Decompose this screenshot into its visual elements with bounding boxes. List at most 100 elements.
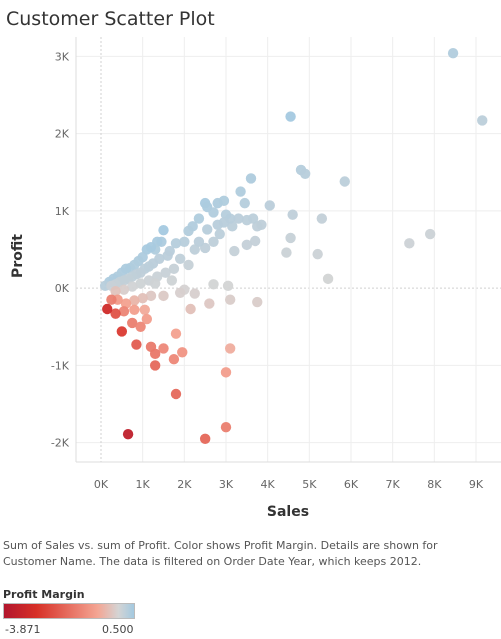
data-point[interactable] bbox=[199, 433, 211, 445]
data-point[interactable] bbox=[149, 360, 161, 371]
data-point[interactable] bbox=[135, 321, 146, 332]
data-point[interactable] bbox=[149, 348, 161, 360]
data-point[interactable] bbox=[285, 111, 296, 122]
data-point[interactable] bbox=[193, 213, 205, 224]
data-point[interactable] bbox=[281, 247, 292, 258]
data-point[interactable] bbox=[110, 308, 121, 319]
data-point[interactable] bbox=[252, 221, 263, 232]
data-point[interactable] bbox=[170, 238, 182, 249]
data-point[interactable] bbox=[229, 245, 240, 257]
data-point[interactable] bbox=[241, 239, 253, 251]
x-tick-label: 2K bbox=[177, 478, 192, 491]
data-point[interactable] bbox=[193, 236, 205, 247]
x-tick-label: 3K bbox=[219, 478, 234, 491]
data-point[interactable] bbox=[204, 298, 215, 309]
data-point[interactable] bbox=[118, 284, 130, 295]
data-point[interactable] bbox=[264, 200, 275, 211]
y-tick-label: -2K bbox=[51, 437, 70, 450]
data-point[interactable] bbox=[189, 288, 200, 299]
data-point[interactable] bbox=[239, 197, 250, 209]
data-point[interactable] bbox=[185, 303, 196, 315]
x-tick-label: 1K bbox=[136, 478, 151, 491]
data-point[interactable] bbox=[224, 343, 236, 354]
data-point[interactable] bbox=[285, 232, 296, 244]
data-point[interactable] bbox=[129, 295, 140, 306]
data-point[interactable] bbox=[106, 294, 117, 305]
data-point[interactable] bbox=[208, 279, 219, 290]
data-point[interactable] bbox=[183, 225, 194, 237]
data-point[interactable] bbox=[252, 296, 263, 308]
color-legend-bar bbox=[3, 603, 135, 619]
data-point[interactable] bbox=[177, 347, 188, 358]
data-point[interactable] bbox=[214, 228, 225, 240]
scatter-plot: -2K -1K 0K 1K 2K 3K 0K 1K 2K 3K 4K 5K 6K 7K 8K 9K Sales… bbox=[10, 37, 501, 520]
data-point[interactable] bbox=[233, 213, 244, 224]
y-tick-label: 3K bbox=[55, 50, 70, 63]
data-point[interactable] bbox=[287, 209, 298, 220]
axes: -2K -1K 0K 1K 2K 3K 0K 1K 2K 3K 4K 5K 6K 7K 8K 9K bbox=[51, 37, 501, 491]
data-point[interactable] bbox=[141, 313, 153, 325]
data-point[interactable] bbox=[220, 367, 232, 378]
chart-title: Customer Scatter Plot bbox=[6, 8, 215, 30]
x-tick-label: 5K bbox=[302, 478, 317, 491]
data-point[interactable] bbox=[141, 244, 153, 255]
legend-title: Profit Margin bbox=[3, 588, 85, 601]
data-point[interactable] bbox=[235, 186, 246, 197]
data-point[interactable] bbox=[224, 294, 236, 305]
data-point[interactable] bbox=[220, 422, 232, 433]
legend-max-label: 0.500 bbox=[102, 623, 134, 636]
data-point[interactable] bbox=[116, 326, 128, 337]
data-point[interactable] bbox=[139, 304, 150, 315]
data-point[interactable] bbox=[118, 306, 130, 317]
x-axis-title: Sales bbox=[267, 504, 309, 520]
data-point[interactable] bbox=[183, 259, 194, 271]
data-point[interactable] bbox=[218, 195, 230, 207]
data-point[interactable] bbox=[137, 292, 148, 304]
data-point[interactable] bbox=[174, 287, 186, 298]
data-point[interactable] bbox=[447, 48, 459, 59]
data-point[interactable] bbox=[299, 168, 311, 179]
data-point[interactable] bbox=[316, 213, 328, 224]
data-point[interactable] bbox=[170, 388, 182, 400]
data-point[interactable] bbox=[162, 250, 173, 261]
data-point[interactable] bbox=[135, 278, 146, 289]
data-point[interactable] bbox=[249, 235, 261, 247]
data-points bbox=[99, 48, 488, 445]
data-point[interactable] bbox=[179, 236, 190, 247]
data-point[interactable] bbox=[174, 253, 186, 264]
data-point[interactable] bbox=[149, 278, 161, 289]
data-point[interactable] bbox=[145, 290, 157, 302]
data-point[interactable] bbox=[131, 339, 142, 350]
data-point[interactable] bbox=[245, 173, 257, 184]
data-point[interactable] bbox=[208, 236, 219, 247]
data-point[interactable] bbox=[127, 281, 138, 292]
data-point[interactable] bbox=[222, 280, 234, 292]
data-point[interactable] bbox=[102, 303, 113, 315]
data-point[interactable] bbox=[160, 267, 171, 278]
data-point[interactable] bbox=[208, 207, 219, 218]
data-point[interactable] bbox=[158, 290, 169, 302]
y-tick-label: 2K bbox=[55, 128, 70, 141]
data-point[interactable] bbox=[404, 238, 415, 249]
data-point[interactable] bbox=[122, 428, 134, 440]
data-point[interactable] bbox=[166, 275, 178, 286]
data-point[interactable] bbox=[127, 317, 138, 329]
data-point[interactable] bbox=[202, 224, 213, 235]
y-tick-label: -1K bbox=[51, 359, 70, 372]
data-point[interactable] bbox=[168, 354, 180, 365]
data-point[interactable] bbox=[168, 263, 180, 275]
data-point[interactable] bbox=[189, 244, 200, 255]
data-point[interactable] bbox=[158, 343, 169, 354]
data-point[interactable] bbox=[241, 214, 253, 226]
x-tick-label: 7K bbox=[386, 478, 401, 491]
data-point[interactable] bbox=[477, 115, 488, 126]
data-point[interactable] bbox=[212, 219, 223, 230]
data-point[interactable] bbox=[339, 176, 350, 187]
data-point[interactable] bbox=[170, 328, 182, 339]
data-point[interactable] bbox=[129, 304, 140, 315]
data-point[interactable] bbox=[322, 273, 334, 285]
data-point[interactable] bbox=[110, 286, 121, 297]
data-point[interactable] bbox=[158, 224, 169, 236]
data-point[interactable] bbox=[424, 228, 436, 240]
data-point[interactable] bbox=[312, 248, 323, 260]
